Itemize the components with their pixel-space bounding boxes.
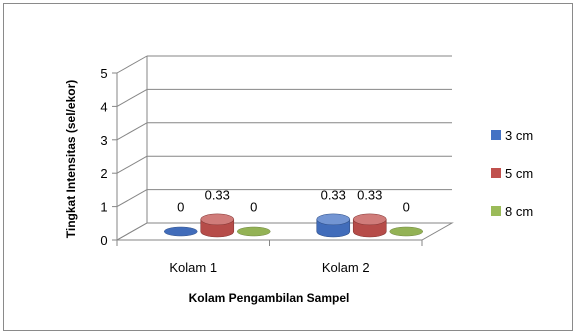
- data-label: 0.33: [321, 187, 346, 202]
- legend-swatch: [491, 206, 501, 216]
- cylinder-disc: [164, 226, 198, 237]
- y-axis-title: Tingkat Intensitas (sel/ekor): [64, 80, 78, 239]
- legend-swatch: [491, 168, 501, 178]
- chart: 0 1 2 3 4 5 Kolam 1 Kolam 2 0 0.33 0 0.33 0.33 0 Ko…: [64, 55, 533, 305]
- data-label: 0: [250, 200, 257, 215]
- data-label: 0: [403, 200, 410, 215]
- y-tick-labels: 0 1 2 3 4 5: [100, 66, 107, 248]
- y-tick-label: 0: [100, 233, 107, 248]
- x-tick-label: Kolam 1: [169, 260, 217, 275]
- axes: [112, 56, 454, 246]
- legend-label: 5 cm: [505, 166, 533, 181]
- y-tick-label: 3: [100, 133, 107, 148]
- cylinder-top: [352, 213, 387, 226]
- x-axis-title: Kolam Pengambilan Sampel: [189, 291, 350, 305]
- bar-5cm-Kolam1: [200, 213, 235, 238]
- legend-label: 3 cm: [505, 128, 533, 143]
- data-label: 0: [177, 200, 184, 215]
- bar-8cm-Kolam1: [237, 226, 271, 237]
- data-label: 0.33: [357, 187, 382, 202]
- legend-swatch: [491, 130, 501, 140]
- gridlines: [116, 55, 452, 241]
- data-labels: 0 0.33 0 0.33 0.33 0: [177, 187, 410, 214]
- bar-3cm-Kolam1: [164, 226, 198, 237]
- bar-5cm-Kolam2: [352, 213, 387, 238]
- x-tick-label: Kolam 2: [322, 260, 370, 275]
- data-label: 0.33: [205, 187, 230, 202]
- chart-frame: 0 1 2 3 4 5 Kolam 1 Kolam 2 0 0.33 0 0.33 0.33 0 Ko…: [3, 3, 573, 331]
- side-gridline: [116, 189, 148, 208]
- legend: 3 cm 5 cm 8 cm: [491, 128, 533, 219]
- y-tick-label: 2: [100, 166, 107, 181]
- cylinder-disc: [389, 226, 423, 237]
- side-gridline: [116, 122, 148, 141]
- x-tick-labels: Kolam 1 Kolam 2: [169, 260, 369, 275]
- side-gridline: [116, 88, 148, 107]
- cylinder-top: [316, 213, 351, 226]
- y-tick-label: 4: [100, 99, 107, 114]
- side-gridline: [116, 155, 148, 174]
- bar-3cm-Kolam2: [316, 213, 351, 238]
- floor: [115, 222, 454, 241]
- bars: [164, 213, 423, 238]
- bar-8cm-Kolam2: [389, 226, 423, 237]
- cylinder-disc: [237, 226, 271, 237]
- y-tick-label: 1: [100, 200, 107, 215]
- legend-label: 8 cm: [505, 204, 533, 219]
- cylinder-top: [200, 213, 235, 226]
- side-gridline: [116, 55, 148, 74]
- y-tick-label: 5: [100, 66, 107, 81]
